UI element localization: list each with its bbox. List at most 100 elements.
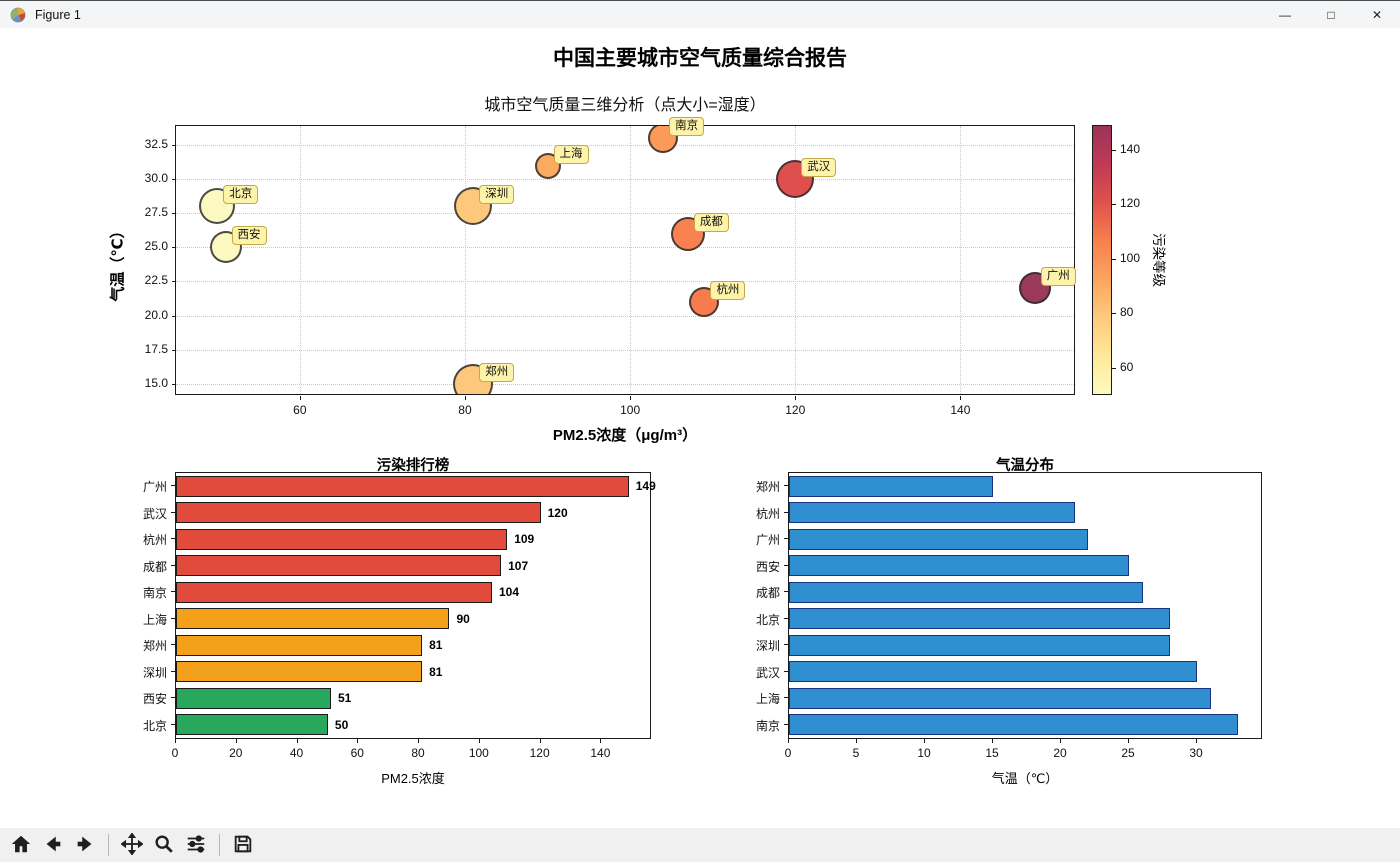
bar <box>789 634 1170 656</box>
magnifier-icon <box>153 833 175 858</box>
temperature-chart-xlabel: 气温（℃） <box>991 771 1059 786</box>
bar-category-label: 北京 <box>142 718 167 733</box>
x-tick-mark <box>856 739 857 743</box>
zoom-button[interactable] <box>149 831 179 859</box>
forward-arrow-icon <box>74 833 96 858</box>
x-tick-mark <box>418 739 420 743</box>
maximize-button[interactable]: □ <box>1308 1 1354 28</box>
bar-value-label: 104 <box>499 585 520 600</box>
bar <box>789 555 1130 577</box>
configure-subplots-button[interactable] <box>181 831 211 859</box>
scatter-point <box>454 187 493 226</box>
bar <box>789 608 1170 630</box>
back-button[interactable] <box>38 831 68 859</box>
scatter-plot: 60 80 100 120 140 15.0 17.5 20.0 22.5 25.0 27.5 30.… <box>145 117 1076 417</box>
x-tick-label: 60 <box>350 746 364 760</box>
x-tick-label: 60 <box>293 403 307 417</box>
colorbar-tick-label: 100 <box>1120 250 1141 265</box>
gridline <box>176 349 1074 351</box>
minimize-button[interactable]: — <box>1262 1 1308 28</box>
x-tick-label: 5 <box>852 746 860 760</box>
colorbar <box>1092 125 1112 395</box>
colorbar-tick-mark <box>1112 367 1116 369</box>
x-tick-mark <box>299 396 301 400</box>
scatter-point <box>453 363 494 394</box>
y-tick-mark <box>171 670 175 672</box>
bar-category-label: 北京 <box>755 612 780 627</box>
x-tick-mark <box>788 739 789 743</box>
bar-category-label: 深圳 <box>142 665 167 680</box>
y-tick-label: 30.0 <box>144 171 168 186</box>
x-tick-mark <box>478 739 480 743</box>
x-tick-label: 10 <box>917 746 931 760</box>
temperature-chart-title: 气温分布 <box>996 458 1054 474</box>
y-tick-mark <box>784 511 788 513</box>
bar-category-label: 杭州 <box>755 506 780 521</box>
bar-category-label: 深圳 <box>755 639 780 654</box>
gridline <box>176 247 1074 249</box>
bar <box>176 528 508 550</box>
y-tick-mark <box>171 617 175 619</box>
y-tick-mark <box>784 538 788 540</box>
figure-canvas: 中国主要城市空气质量综合报告 城市空气质量三维分析（点大小=湿度） 60 80 10… <box>0 28 1400 828</box>
y-tick-mark <box>171 723 175 725</box>
bar-category-label: 广州 <box>755 533 780 548</box>
x-tick-label: 0 <box>171 746 179 760</box>
bar <box>176 502 541 524</box>
x-tick-label: 15 <box>985 746 999 760</box>
bar-category-label: 杭州 <box>142 533 167 548</box>
bar <box>176 687 331 709</box>
bar-value-label: 51 <box>337 691 352 706</box>
bar <box>176 475 629 497</box>
window-title: Figure 1 <box>35 7 81 22</box>
y-tick-mark <box>171 485 175 487</box>
gridline <box>960 126 962 394</box>
window-controls: — □ ✕ <box>1262 1 1400 28</box>
x-tick-label: 20 <box>229 746 243 760</box>
gridline <box>176 281 1074 283</box>
home-button[interactable] <box>6 831 36 859</box>
colorbar-tick-label: 120 <box>1120 196 1141 211</box>
temperature-chart <box>788 472 1262 739</box>
titlebar: Figure 1 — □ ✕ <box>0 1 1400 28</box>
bar-category-label: 郑州 <box>755 480 780 495</box>
pollution-chart-xlabel: PM2.5浓度 <box>381 771 445 786</box>
y-tick-mark <box>171 644 175 646</box>
bar <box>176 714 328 736</box>
x-tick-label: 40 <box>289 746 304 760</box>
scatter-point <box>776 160 815 199</box>
colorbar-tick-label: 80 <box>1120 305 1134 320</box>
y-tick-mark <box>784 564 788 566</box>
x-tick-label: 20 <box>1053 746 1067 760</box>
scatter-title: 城市空气质量三维分析（点大小=湿度） <box>484 97 766 114</box>
x-tick-mark <box>600 739 602 743</box>
gridline <box>176 315 1074 317</box>
forward-button[interactable] <box>70 831 100 859</box>
gridline <box>176 383 1074 385</box>
x-tick-mark <box>924 739 926 743</box>
bar-category-label: 郑州 <box>142 639 167 654</box>
pan-button[interactable] <box>117 831 147 859</box>
x-tick-mark <box>1060 739 1062 743</box>
y-tick-mark <box>171 511 175 513</box>
bar-category-label: 西安 <box>755 559 780 574</box>
y-tick-mark <box>784 485 788 487</box>
x-tick-mark <box>795 396 797 400</box>
x-tick-label: 140 <box>950 403 971 417</box>
y-tick-mark <box>171 538 175 540</box>
bar-value-label: 50 <box>334 717 349 732</box>
bar-value-label: 81 <box>429 664 443 679</box>
colorbar-tick-mark <box>1112 313 1116 315</box>
bar-category-label: 武汉 <box>142 506 167 521</box>
y-tick-mark <box>171 564 175 566</box>
gridline <box>795 126 797 394</box>
save-button[interactable] <box>228 831 258 859</box>
toolbar-separator <box>219 834 220 856</box>
close-button[interactable]: ✕ <box>1354 1 1400 28</box>
bar <box>176 634 423 656</box>
y-tick-label: 15.0 <box>144 375 168 390</box>
save-icon <box>232 833 254 858</box>
sliders-icon <box>185 833 207 858</box>
scatter-point <box>670 216 705 251</box>
